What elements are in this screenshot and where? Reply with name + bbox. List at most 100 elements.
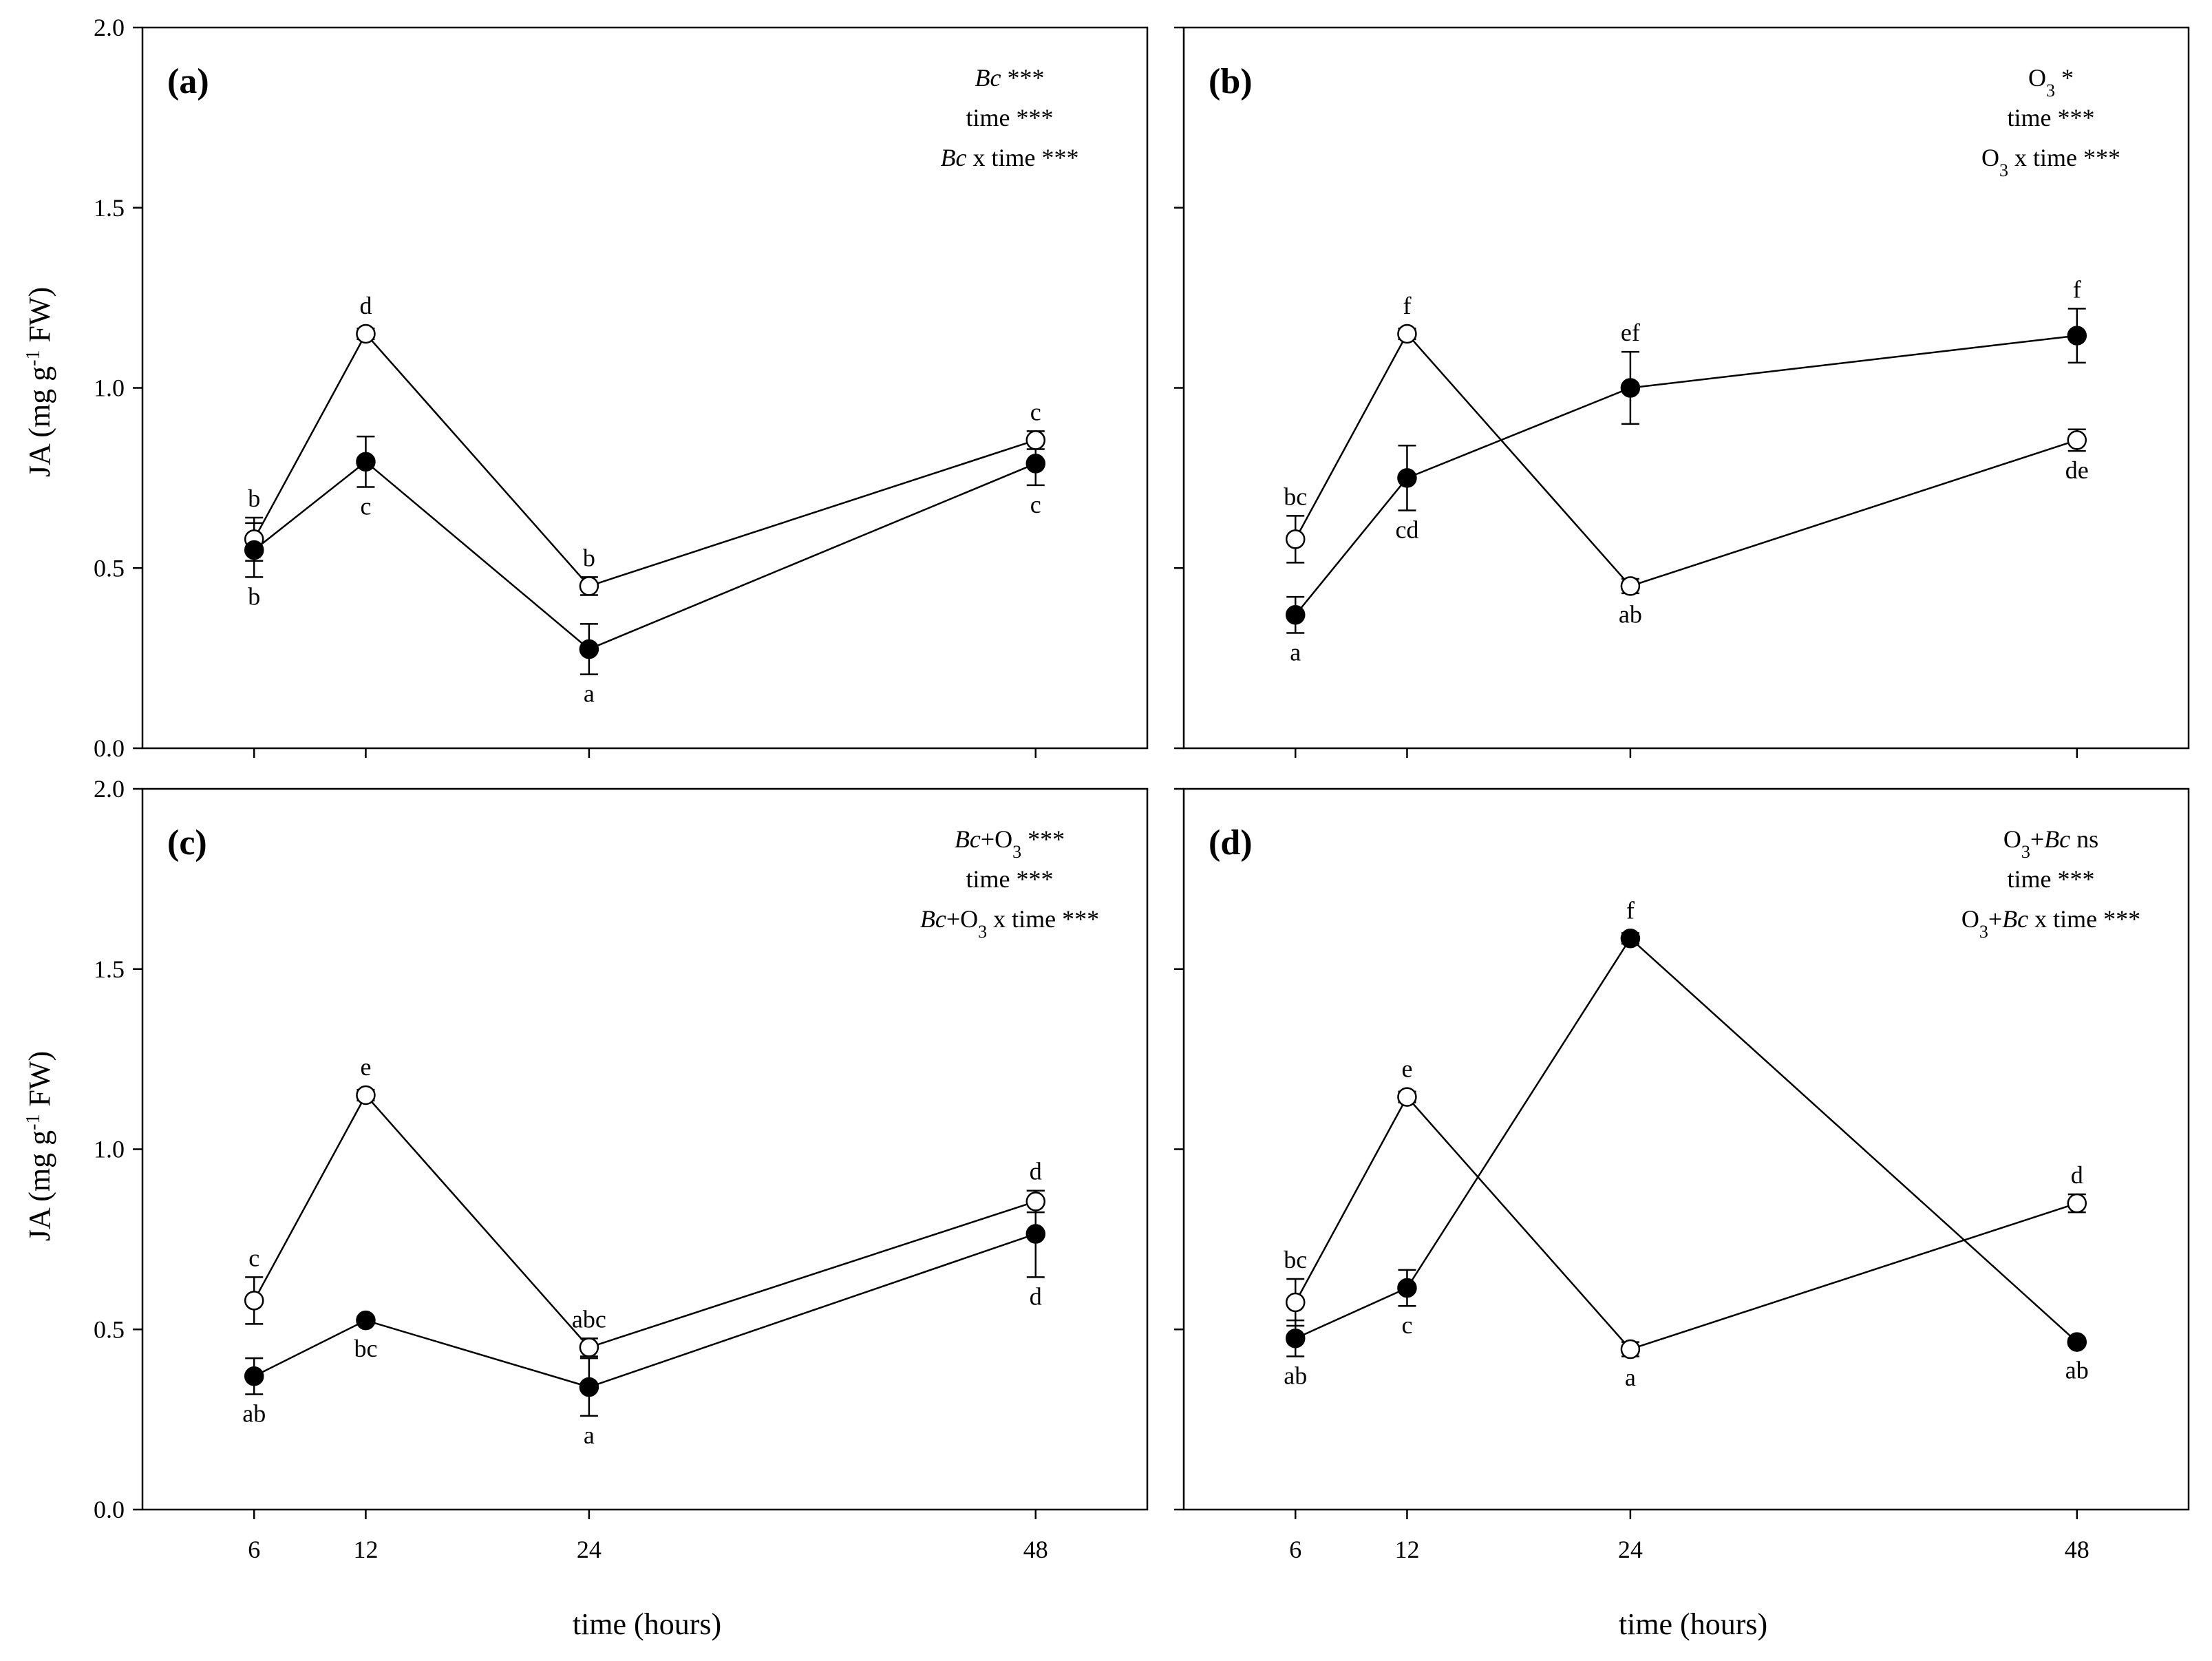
stats-annotation-line: Bc+O3 *** [955, 825, 1065, 862]
chart-panel: (b) O3 * time *** O3 x time *** bc f ab de a cd ef… [1174, 26, 2190, 758]
series-line [253, 332, 1036, 587]
chart-panel: 6 12 24 48 (d) O3+Bc ns time *** O3+Bc x time *… [1174, 787, 2190, 1563]
significance-letter: bc [1284, 1246, 1307, 1273]
filled-circle-marker [244, 540, 264, 560]
open-circle-marker [244, 1291, 264, 1311]
x-tick-label: 48 [2065, 1536, 2089, 1563]
x-tick-label: 6 [1289, 1536, 1301, 1563]
y-tick-label: 2.0 [94, 775, 125, 803]
stats-annotation-line: time *** [2008, 104, 2095, 131]
stats-annotation-line: O3 x time *** [1981, 144, 2120, 180]
significance-letter: a [584, 1421, 595, 1449]
filled-circle-marker [244, 1366, 264, 1386]
open-circle-marker [2067, 1193, 2087, 1214]
significance-letter: d [1030, 1282, 1042, 1310]
open-circle-marker [356, 1085, 376, 1105]
significance-letter: b [583, 544, 595, 571]
open-circle-marker [1620, 1339, 1641, 1360]
significance-letter: e [1401, 1055, 1412, 1083]
plot-frame [1182, 26, 2190, 750]
stats-annotation-line: Bc x time *** [941, 144, 1079, 171]
y-tick-label: 1.0 [94, 1136, 125, 1163]
y-tick-label: 0.0 [94, 1496, 125, 1523]
open-circle-marker [579, 1337, 599, 1357]
x-axis-title-right: time (hours) [1619, 1607, 1767, 1641]
significance-letter: abc [572, 1305, 606, 1333]
filled-circle-marker [579, 1377, 599, 1397]
significance-letter: d [359, 292, 372, 319]
significance-letter: e [360, 1053, 371, 1081]
stats-annotation-line: time *** [966, 104, 1054, 131]
filled-circle-marker [2067, 1332, 2087, 1352]
significance-letter: ef [1621, 319, 1640, 346]
open-circle-marker [2067, 430, 2087, 450]
filled-circle-marker [1620, 929, 1641, 949]
y-tick-label: 1.0 [94, 374, 125, 402]
stats-annotation-line: Bc+O3 x time *** [920, 905, 1099, 942]
filled-circle-marker [2067, 326, 2087, 346]
plot-frame [1182, 787, 2190, 1511]
significance-letter: f [2073, 275, 2081, 303]
series-line [1295, 332, 2078, 587]
open-circle-marker [1397, 324, 1417, 344]
significance-letter: a [1290, 638, 1301, 666]
significance-letter: b [248, 485, 260, 512]
plot-frame [141, 787, 1149, 1511]
series-line [1295, 1095, 2078, 1351]
stats-annotation-line: time *** [966, 865, 1054, 893]
filled-circle-marker [356, 452, 376, 472]
x-tick-label: 12 [353, 1536, 378, 1563]
series-line [1295, 937, 2078, 1343]
panels: 0.0 0.5 1.0 1.5 2.0 (a) Bc *** time *** Bc x tim… [94, 14, 2190, 1563]
x-tick-label: 12 [1394, 1536, 1419, 1563]
open-circle-marker [1397, 1087, 1417, 1107]
open-circle-marker [1025, 1192, 1046, 1212]
significance-letter: f [1626, 896, 1635, 924]
stats-annotation-line: O3 * [2028, 64, 2074, 100]
x-axis-title-left: time (hours) [573, 1607, 721, 1641]
chart-panel: 0.0 0.5 1.0 1.5 2.0 (a) Bc *** time *** Bc x tim… [94, 14, 1149, 762]
x-tick-label: 24 [1618, 1536, 1643, 1563]
significance-letter: c [1030, 491, 1041, 518]
significance-letter: d [1030, 1158, 1042, 1185]
x-tick-label: 48 [1023, 1536, 1048, 1563]
panel-label: (d) [1209, 823, 1253, 863]
stats-annotation-line: time *** [2008, 865, 2095, 893]
significance-letter: cd [1395, 516, 1418, 543]
filled-circle-marker [579, 639, 599, 659]
y-tick-label: 0.0 [94, 734, 125, 762]
significance-letter: c [1401, 1311, 1412, 1339]
significance-letter: c [360, 492, 371, 520]
stats-annotation-line: Bc *** [975, 64, 1045, 92]
significance-letter: ab [242, 1399, 266, 1427]
significance-letter: c [248, 1244, 259, 1271]
filled-circle-marker [1025, 454, 1046, 474]
open-circle-marker [1620, 576, 1641, 596]
significance-letter: c [1030, 398, 1041, 425]
series-line [253, 1093, 1036, 1348]
panel-label: (a) [167, 62, 209, 101]
y-tick-label: 1.5 [94, 194, 125, 222]
filled-circle-marker [1285, 1329, 1306, 1348]
filled-circle-marker [356, 1310, 376, 1331]
significance-letter: a [584, 680, 595, 708]
open-circle-marker [1285, 529, 1306, 549]
series-line [253, 461, 1036, 650]
panel-label: (c) [167, 823, 207, 863]
stats-annotation-line: O3+Bc ns [2003, 825, 2098, 862]
series-line [1295, 335, 2077, 616]
significance-letter: de [2065, 456, 2089, 484]
significance-letter: ab [1284, 1362, 1307, 1390]
y-tick-label: 2.0 [94, 14, 125, 41]
y-tick-label: 1.5 [94, 955, 125, 983]
significance-letter: ab [1619, 600, 1642, 628]
x-tick-label: 6 [248, 1536, 260, 1563]
panel-label: (b) [1209, 62, 1253, 101]
significance-letter: ab [2065, 1357, 2089, 1384]
filled-circle-marker [1025, 1224, 1046, 1244]
y-tick-label: 0.5 [94, 554, 125, 582]
significance-letter: f [1403, 292, 1411, 319]
chart-panel: 0.0 0.5 1.0 1.5 2.0 6 12 24 48 (c) Bc+O3 *** time *… [94, 775, 1149, 1563]
x-tick-label: 24 [577, 1536, 602, 1563]
